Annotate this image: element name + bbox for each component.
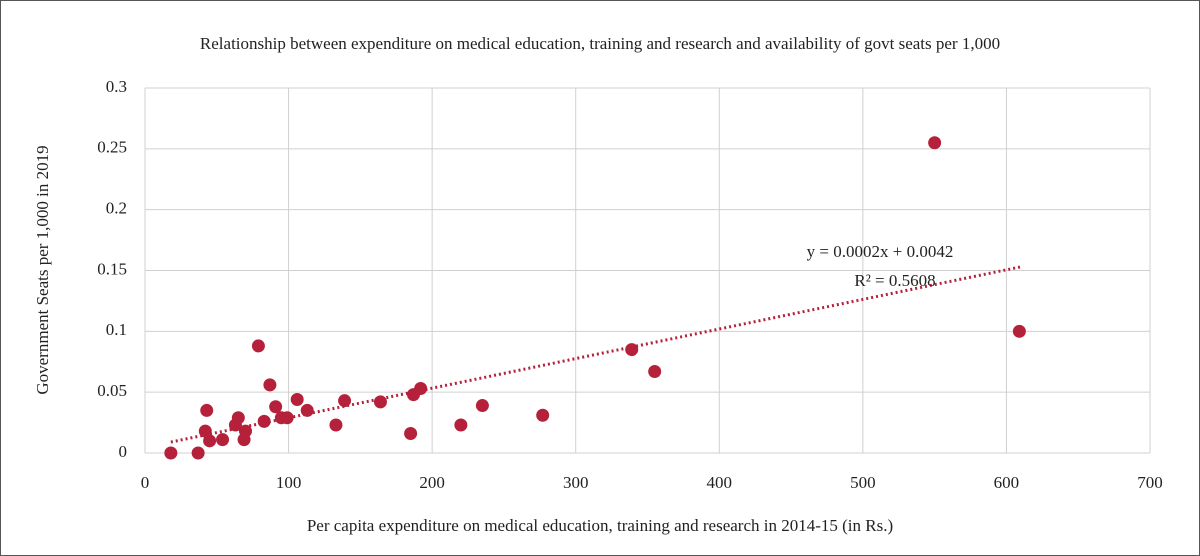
x-tick-label: 100 xyxy=(276,473,302,492)
data-point xyxy=(338,394,352,408)
x-tick-label: 700 xyxy=(1137,473,1163,492)
data-point xyxy=(300,403,314,417)
data-point xyxy=(231,411,245,425)
data-point xyxy=(269,400,283,414)
y-tick-label: 0.15 xyxy=(97,259,127,278)
data-point xyxy=(290,392,304,406)
x-tick-label: 300 xyxy=(563,473,589,492)
data-point xyxy=(1012,324,1026,338)
x-tick-label: 400 xyxy=(707,473,733,492)
y-tick-label: 0.3 xyxy=(106,77,127,96)
data-point xyxy=(200,403,214,417)
data-point xyxy=(203,434,217,448)
data-point xyxy=(239,424,252,438)
y-tick-label: 0.1 xyxy=(106,320,127,339)
x-axis-label: Per capita expenditure on medical educat… xyxy=(307,516,893,535)
data-point xyxy=(280,411,294,425)
x-tick-label: 500 xyxy=(850,473,876,492)
data-point xyxy=(928,136,942,150)
data-point xyxy=(404,427,418,441)
data-point xyxy=(329,418,343,432)
trendline-equation: y = 0.0002x + 0.0042 xyxy=(807,242,954,261)
data-point xyxy=(164,446,178,460)
data-point xyxy=(373,395,387,409)
data-point xyxy=(251,339,265,353)
y-tick-label: 0.05 xyxy=(97,381,127,400)
y-axis-label: Government Seats per 1,000 in 2019 xyxy=(33,145,52,394)
data-point xyxy=(263,378,277,392)
y-tick-label: 0.25 xyxy=(97,138,127,157)
data-point xyxy=(198,424,212,438)
trendline-r-squared: R² = 0.5608 xyxy=(854,271,935,290)
data-point xyxy=(536,408,550,422)
x-tick-label: 200 xyxy=(419,473,445,492)
y-tick-label: 0 xyxy=(119,442,128,461)
data-point xyxy=(191,446,205,460)
x-tick-label: 600 xyxy=(994,473,1020,492)
data-point xyxy=(648,364,662,378)
data-point xyxy=(454,418,468,432)
x-tick-label: 0 xyxy=(141,473,150,492)
y-tick-label: 0.2 xyxy=(106,199,127,218)
chart-title: Relationship between expenditure on medi… xyxy=(200,34,1000,53)
data-point xyxy=(257,414,271,428)
data-point xyxy=(625,343,639,357)
data-point xyxy=(475,399,489,413)
data-point xyxy=(414,382,428,396)
data-point xyxy=(216,433,230,447)
